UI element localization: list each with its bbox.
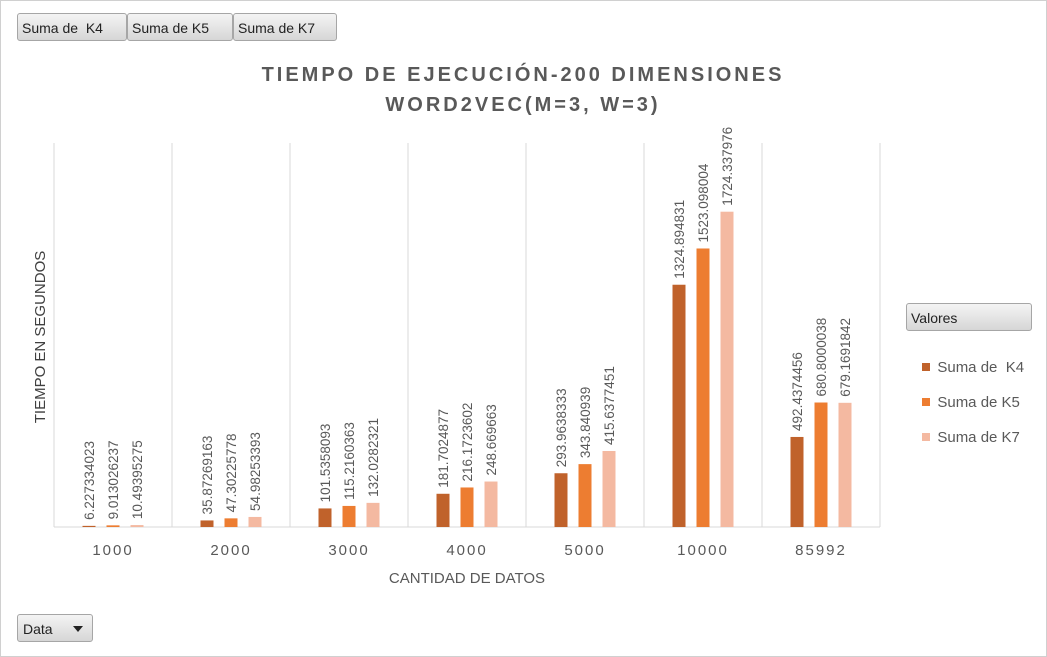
data-label: 35.87269163 [200, 436, 215, 515]
legend-label-k5: Suma de K5 [937, 394, 1020, 411]
bar [366, 502, 380, 527]
bar [814, 402, 828, 527]
bar [578, 464, 592, 527]
bar [318, 508, 332, 527]
data-label: 1724.337976 [720, 127, 735, 206]
field-button-suma-k4[interactable]: Suma de K4 [17, 13, 127, 41]
chart-subtitle: WORD2VEC(M=3, W=3) [385, 94, 660, 116]
legend-swatch-k4 [922, 363, 931, 371]
x-tick-label: 4000 [446, 542, 487, 559]
x-tick-label: 85992 [795, 542, 847, 559]
x-tick-label: 1000 [92, 542, 133, 559]
bar [130, 525, 144, 527]
y-axis-label: TIEMPO EN SEGUNDOS [32, 251, 49, 424]
bar [460, 487, 474, 527]
data-label: 679.1691842 [838, 318, 853, 397]
data-label: 415.6377451 [602, 366, 617, 445]
bar [790, 436, 804, 527]
bar [672, 284, 686, 527]
chevron-down-icon[interactable] [73, 626, 83, 632]
bar [696, 248, 710, 527]
field-button-suma-k5[interactable]: Suma de K5 [127, 13, 233, 41]
bar [602, 450, 616, 527]
bar [224, 518, 238, 527]
data-label: 680.8000038 [814, 318, 829, 397]
data-label: 6.227334023 [82, 441, 97, 520]
legend-item-k4: Suma de K4 [914, 338, 1024, 376]
x-tick-label: 3000 [328, 542, 369, 559]
data-label: 216.1723602 [460, 403, 475, 482]
data-label: 343.840939 [578, 387, 593, 458]
bar [200, 520, 214, 527]
legend-label-k7: Suma de K7 [937, 429, 1020, 446]
legend-swatch-k7 [922, 433, 931, 441]
bar [342, 505, 356, 527]
x-tick-label: 5000 [564, 542, 605, 559]
data-label: 1324.894831 [672, 200, 687, 279]
data-label: 181.7024877 [436, 409, 451, 488]
bar [248, 516, 262, 527]
chart-title: TIEMPO DE EJECUCIÓN-200 DIMENSIONES [262, 62, 785, 86]
bar [484, 481, 498, 527]
bar [106, 525, 120, 527]
data-label: 1523.098004 [696, 163, 711, 242]
bar [554, 473, 568, 527]
x-tick-label: 2000 [210, 542, 251, 559]
data-label: 115.2160363 [342, 422, 357, 500]
bar [838, 402, 852, 527]
x-tick-label: 10000 [677, 542, 729, 559]
data-filter-dropdown[interactable]: Data [17, 614, 93, 642]
legend-item-k7: Suma de K7 [914, 408, 1020, 446]
field-button-suma-k7[interactable]: Suma de K7 [233, 13, 337, 41]
data-label: 101.5358093 [318, 424, 333, 503]
x-axis-label: CANTIDAD DE DATOS [389, 570, 545, 587]
legend-item-k5: Suma de K5 [914, 373, 1020, 411]
data-label: 293.9638333 [554, 388, 569, 467]
data-label: 10.49395275 [130, 440, 145, 519]
data-label: 9.013026237 [106, 441, 121, 520]
bar [436, 493, 450, 527]
data-label: 132.0282321 [366, 418, 381, 497]
data-label: 47.30225778 [224, 434, 239, 513]
legend-label-k4: Suma de K4 [937, 359, 1025, 376]
data-label: 54.98253393 [248, 432, 263, 511]
legend-title-button[interactable]: Valores [906, 303, 1032, 331]
bar [720, 211, 734, 527]
bar [82, 525, 96, 527]
data-label: 248.669663 [484, 404, 499, 475]
data-filter-label: Data [23, 621, 53, 637]
data-label: 492.4374456 [790, 352, 805, 431]
legend-swatch-k5 [922, 398, 931, 406]
